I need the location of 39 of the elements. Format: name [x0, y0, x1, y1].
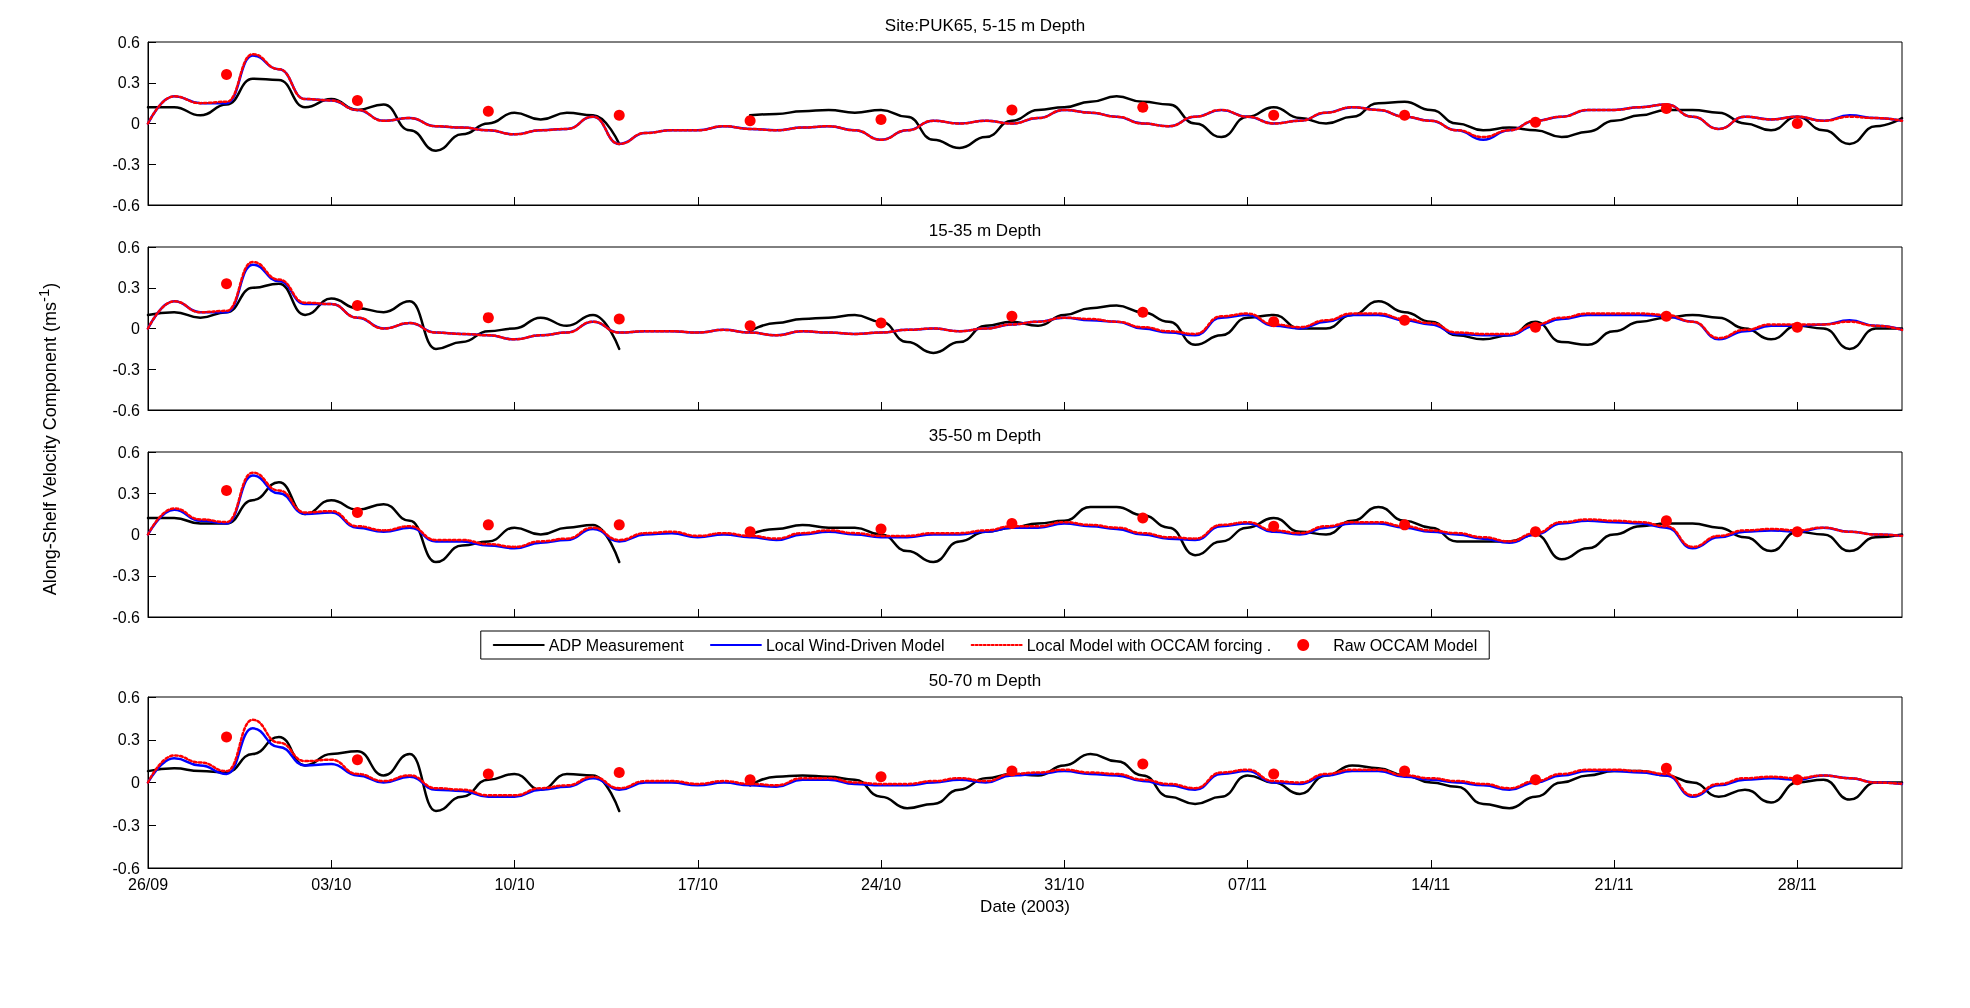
y-tick-label: -0.3: [112, 360, 141, 378]
x-tick-label: 17/10: [677, 875, 718, 893]
y-tick-label: -0.3: [112, 816, 141, 834]
y-tick-label: -0.3: [112, 155, 141, 173]
x-tick-label: 07/11: [1228, 875, 1268, 893]
y-tick-label: 0: [131, 774, 141, 791]
x-tick-label: 03/10: [311, 875, 352, 893]
y-tick-label: 0.6: [117, 238, 141, 256]
legend-label: Local Model with OCCAM forcing .: [1026, 636, 1272, 654]
legend-label: Raw OCCAM Model: [1333, 636, 1478, 654]
y-tick-label: 0.6: [117, 33, 141, 51]
x-tick-label: 24/10: [860, 875, 902, 893]
y-tick-label: 0.6: [117, 443, 141, 461]
x-tick-label: 14/11: [1411, 875, 1451, 893]
x-tick-label: 31/10: [1044, 875, 1085, 893]
y-tick-label: 0.3: [117, 279, 141, 297]
x-tick-label: 26/09: [127, 875, 169, 893]
y-tick-label: 0: [131, 115, 141, 132]
x-tick-label: 10/10: [494, 875, 535, 893]
x-tick-label: 28/11: [1777, 875, 1817, 893]
y-tick-label: 0.3: [117, 484, 141, 502]
chart-title: 35-50 m Depth: [928, 426, 1042, 445]
y-tick-label: 0.6: [117, 688, 141, 706]
x-tick-label: 21/11: [1594, 875, 1634, 893]
y-tick-label: -0.6: [112, 401, 141, 419]
y-tick-label: 0.3: [117, 74, 141, 92]
y-tick-label: 0: [131, 526, 141, 543]
y-tick-label: -0.6: [112, 196, 141, 214]
y-tick-label: -0.6: [112, 608, 141, 626]
chart-title: 15-35 m Depth: [928, 221, 1042, 240]
y-tick-label: 0.3: [117, 731, 141, 749]
y-tick-label: 0: [131, 320, 141, 337]
legend-label: ADP Measurement: [548, 636, 685, 654]
y-tick-label: -0.6: [112, 859, 141, 877]
chart-title: Site:PUK65, 5-15 m Depth: [884, 16, 1086, 35]
y-tick-label: -0.3: [112, 567, 141, 585]
x-axis-title: Date (2003): [980, 897, 1070, 916]
legend-label: Local Wind-Driven Model: [765, 636, 945, 654]
chart-title: 50-70 m Depth: [928, 671, 1042, 690]
